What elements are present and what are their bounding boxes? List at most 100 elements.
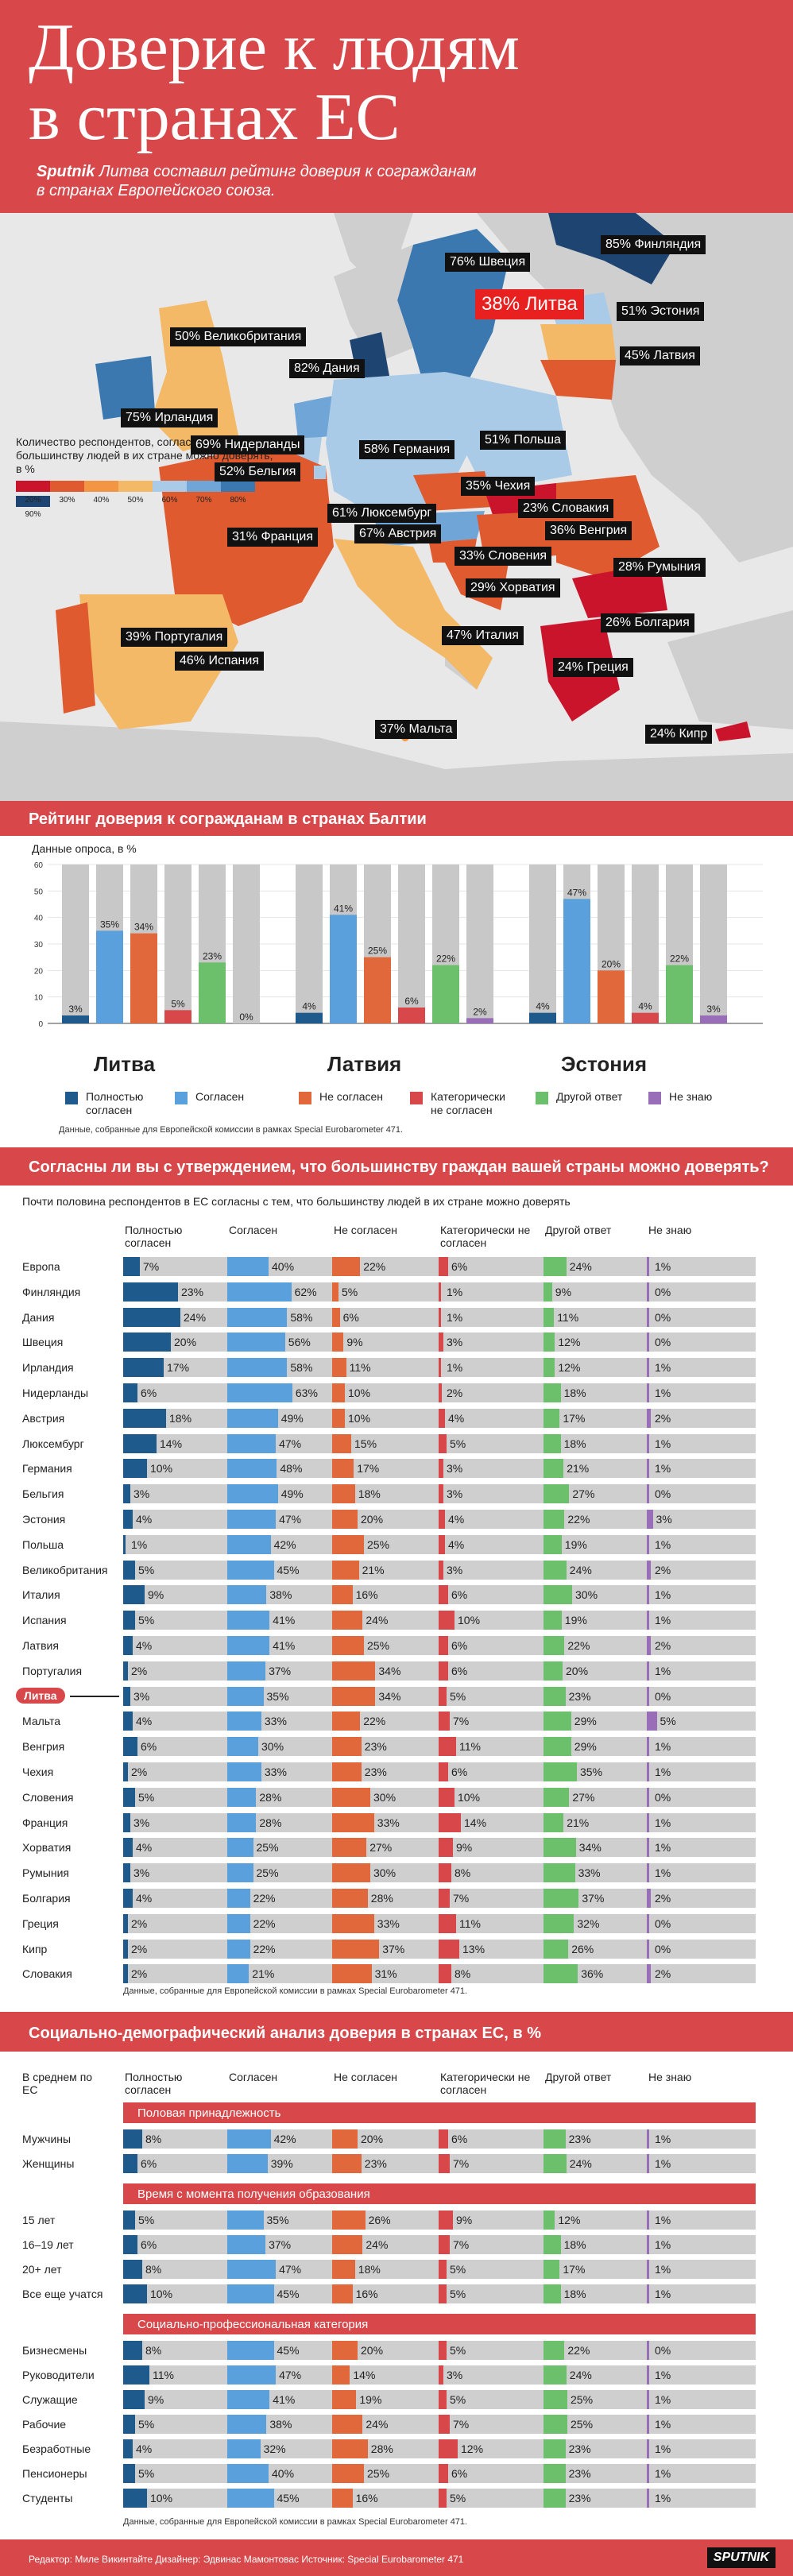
value-bar [227, 1534, 271, 1554]
bar-value-label: 47% [567, 887, 586, 898]
value-label: 18% [358, 2263, 381, 2276]
label-luxembourg: 61% Люксембург [327, 504, 437, 523]
label-romania: 28% Румыния [613, 558, 706, 577]
value-label: 5% [138, 1614, 155, 1627]
value-bar [227, 2284, 274, 2303]
bar-Литва-3 [164, 1010, 191, 1023]
bar-background [62, 864, 89, 1023]
value-bar [123, 1383, 137, 1402]
value-bar [439, 1812, 461, 1832]
value-label: 4% [136, 1639, 153, 1652]
value-label: 9% [148, 2393, 164, 2406]
value-bar [123, 2154, 137, 2173]
bar-Эстония-3 [632, 1012, 659, 1023]
legend-label: Не знаю [669, 1090, 713, 1103]
value-bar [647, 1686, 649, 1706]
value-label: 3% [656, 1513, 672, 1526]
value-bar [439, 2365, 443, 2385]
value-bar [123, 1358, 164, 1378]
value-label: 1% [447, 1285, 463, 1298]
value-label: 42% [273, 2133, 296, 2145]
value-label: 10% [150, 1462, 173, 1476]
value-label: 6% [451, 1766, 468, 1778]
value-label: 19% [564, 1614, 587, 1627]
row-label: Эстония [22, 1513, 66, 1526]
value-label: 25% [256, 1841, 279, 1855]
value-bar [227, 1611, 270, 1630]
row-label: Португалия [22, 1664, 83, 1677]
value-bar [543, 1661, 563, 1681]
value-bar [439, 2439, 458, 2458]
value-bar [543, 1712, 571, 1731]
value-bar [647, 2284, 649, 2303]
value-label: 6% [141, 1387, 157, 1399]
label-malta: 37% Мальта [375, 720, 458, 739]
value-bar [647, 2235, 649, 2254]
value-bar [123, 1433, 157, 1453]
value-label: 10% [348, 1411, 371, 1425]
y-tick-label: 20 [34, 967, 44, 976]
value-label: 5% [660, 1715, 676, 1728]
value-label: 23% [568, 2133, 591, 2145]
value-bar [439, 1307, 441, 1327]
value-label: 33% [377, 1917, 400, 1930]
label-hungary: 36% Венгрия [545, 521, 632, 540]
legend-tick: 80% [230, 496, 246, 505]
value-label: 10% [150, 2288, 173, 2300]
value-bar [123, 1737, 137, 1757]
value-bar [332, 1408, 345, 1428]
value-bar [647, 1787, 649, 1807]
value-bar [439, 1383, 442, 1402]
value-bar [647, 2489, 649, 2508]
title-line-1: Доверие к людям [29, 10, 520, 84]
table1-subtitle: Почти половина респондентов в ЕС согласн… [22, 1195, 571, 1208]
legend-swatch [50, 481, 84, 492]
value-bar [123, 1863, 130, 1883]
bar-value-label: 0% [239, 1011, 253, 1023]
value-bar [227, 2260, 277, 2279]
value-label: 0% [655, 1917, 671, 1930]
value-bar [123, 1257, 140, 1276]
label-netherlands: 69% Нидерланды [191, 435, 305, 454]
value-bar [332, 1964, 372, 1984]
value-bar [332, 1484, 355, 1504]
value-label: 1% [655, 2369, 671, 2381]
value-label: 8% [145, 2344, 162, 2357]
value-bar [332, 1257, 361, 1276]
value-bar [647, 1863, 649, 1883]
value-bar [332, 1787, 370, 1807]
value-label: 3% [447, 1462, 463, 1476]
value-bar [227, 1636, 270, 1655]
column-header: Другой ответ [545, 1224, 612, 1236]
value-bar [332, 1358, 346, 1378]
row-label: Хорватия [22, 1841, 72, 1855]
value-bar [543, 2129, 566, 2149]
value-label: 0% [655, 2344, 671, 2357]
value-label: 20% [361, 2344, 384, 2357]
value-bar [439, 1611, 455, 1630]
value-label: 6% [451, 1639, 468, 1652]
value-bar [543, 1484, 570, 1504]
value-bar [647, 1939, 649, 1959]
bar-value-label: 22% [436, 953, 455, 965]
row-label: Мальта [22, 1715, 61, 1728]
value-bar [439, 1787, 455, 1807]
value-bar [332, 1939, 380, 1959]
bar-Эстония-5 [700, 1015, 727, 1023]
row-label: Мужчины [22, 2133, 72, 2145]
value-label: 4% [136, 1715, 153, 1728]
value-bar [332, 1737, 362, 1757]
value-label: 4% [136, 1513, 153, 1526]
value-label: 21% [252, 1967, 275, 1981]
value-bar [227, 1459, 277, 1479]
value-bar [543, 2365, 567, 2385]
value-bar [543, 1257, 567, 1276]
value-bar [123, 1585, 145, 1605]
value-label: 14% [464, 1816, 487, 1829]
label-estonia: 51% Эстония [617, 302, 705, 321]
bar-value-label: 6% [404, 996, 419, 1007]
value-bar [227, 2365, 277, 2385]
bar-Латвия-3 [398, 1008, 425, 1023]
value-label: 37% [582, 1892, 605, 1905]
table2-corner: В среднем по ЕС [22, 2071, 93, 2096]
